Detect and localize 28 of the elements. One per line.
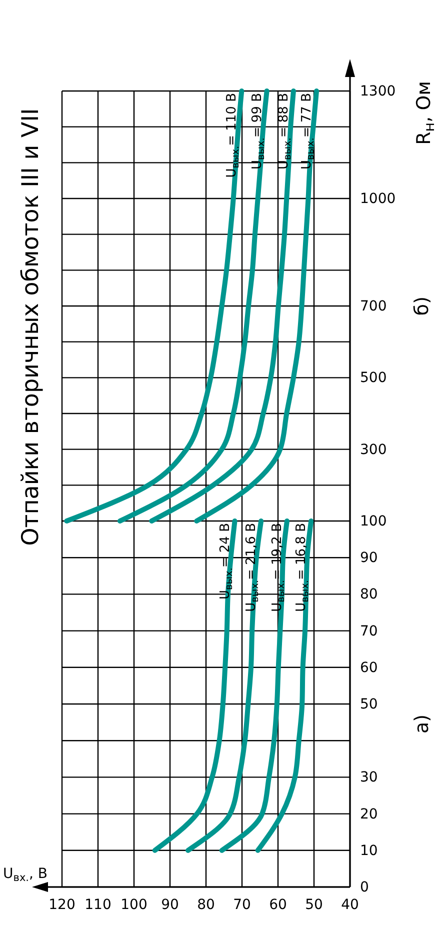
y-tick-label: 300	[360, 442, 387, 458]
x-tick-label: 80	[197, 896, 215, 913]
y-tick-label: 20	[360, 806, 378, 822]
y-tick-label: 50	[360, 696, 378, 712]
y-tick-label: 90	[360, 550, 378, 566]
x-tick-label: 100	[120, 896, 148, 913]
text: а)	[411, 714, 433, 734]
y-tick-label: 1000	[360, 190, 396, 207]
text: б)	[411, 296, 433, 316]
x-tick-label: 90	[161, 896, 179, 913]
y-tick-label: 500	[360, 370, 387, 386]
y-tick-label: 80	[360, 586, 378, 603]
x-tick-label: 50	[305, 896, 323, 913]
x-axis-title: U$_{вх.}$, В	[3, 866, 48, 884]
y-tick-label: 1300	[360, 83, 396, 100]
y-tick-label: 10	[360, 842, 378, 859]
y-tick-label: 700	[360, 298, 387, 314]
y-tick-label: 70	[360, 623, 378, 640]
y-tick-label: 60	[360, 660, 378, 676]
y-tick-label: 0	[360, 879, 369, 896]
x-tick-label: 120	[48, 896, 76, 913]
x-tick-label: 60	[269, 896, 287, 913]
y-tick-label: 100	[360, 513, 387, 530]
x-tick-label: 40	[341, 896, 359, 913]
x-tick-label: 110	[84, 896, 112, 913]
chart-title: Отпайки вторичных обмоток III и VII	[18, 108, 44, 546]
x-tick-label: 70	[233, 896, 251, 913]
y-tick-label: 30	[360, 770, 378, 786]
